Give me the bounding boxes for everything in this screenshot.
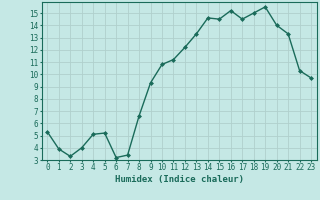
X-axis label: Humidex (Indice chaleur): Humidex (Indice chaleur) — [115, 175, 244, 184]
